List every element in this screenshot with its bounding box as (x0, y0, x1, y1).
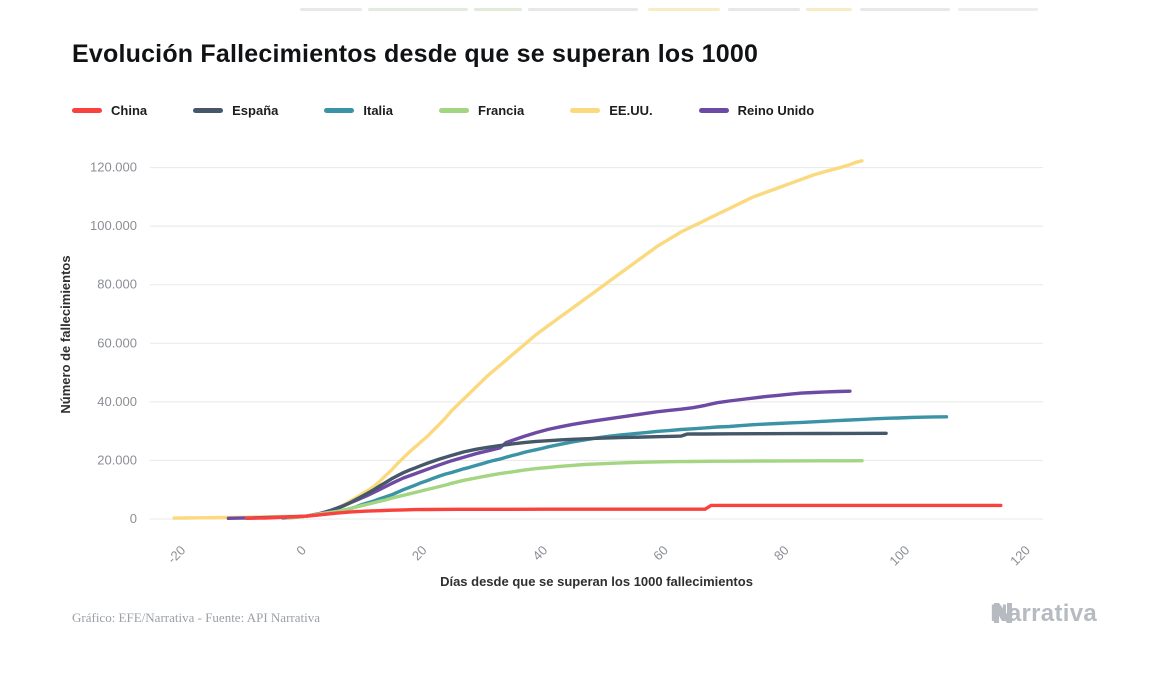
y-axis-title: Número de fallecimientos (58, 255, 73, 413)
legend-item-italia[interactable]: Italia (324, 103, 393, 118)
x-tick-label: 0 (293, 543, 309, 559)
legend-label: Reino Unido (737, 103, 815, 118)
x-tick-label: 80 (771, 543, 792, 564)
y-tick-label: 0 (130, 511, 137, 526)
legend-swatch-espana (193, 108, 224, 113)
y-tick-label: 80.000 (97, 277, 137, 292)
chart-legend: China España Italia Francia EE.UU. Reino… (72, 103, 814, 118)
series-line-china[interactable] (244, 503, 1003, 520)
legend-label: España (232, 103, 279, 118)
x-tick-label: 120 (1007, 543, 1033, 569)
narrativa-n-icon (994, 603, 1013, 623)
x-axis-title: Días desde que se superan los 1000 falle… (440, 574, 753, 589)
footer-credit: Gráfico: EFE/Narrativa - Fuente: API Nar… (72, 610, 320, 625)
y-tick-label: 40.000 (97, 394, 137, 409)
legend-item-eeuu[interactable]: EE.UU. (570, 103, 653, 118)
x-tick-label: 20 (409, 543, 430, 564)
top-strip-segment (648, 8, 720, 11)
series-line-reino-unido[interactable] (226, 389, 852, 520)
y-tick-label: 60.000 (97, 335, 137, 350)
legend-item-reino-unido[interactable]: Reino Unido (698, 103, 815, 118)
brand-logo: Narrativa (990, 600, 1097, 628)
top-strip-segment (860, 8, 950, 11)
x-tick-label: -20 (164, 543, 188, 567)
top-strip-segment (806, 8, 852, 11)
page-title: Evolución Fallecimientos desde que se su… (72, 40, 759, 68)
y-tick-label: 120.000 (90, 160, 137, 175)
series-line-ee-uu-[interactable] (172, 159, 864, 520)
x-tick-label: 40 (530, 543, 551, 564)
y-tick-label: 100.000 (90, 218, 137, 233)
legend-item-francia[interactable]: Francia (439, 103, 524, 118)
legend-label: Italia (363, 103, 393, 118)
x-tick-label: 100 (886, 543, 912, 569)
legend-label: China (111, 103, 148, 118)
legend-swatch-eeuu (570, 108, 601, 113)
legend-swatch-reino-unido (698, 108, 729, 113)
top-strip-segment (474, 8, 522, 11)
top-strip-segment (528, 8, 638, 11)
series-line-espa-a[interactable] (287, 431, 888, 520)
y-tick-label: 20.000 (97, 452, 137, 467)
legend-swatch-china (72, 108, 102, 113)
legend-label: EE.UU. (609, 103, 653, 118)
legend-label: Francia (478, 103, 525, 118)
top-strip-segment (958, 8, 1038, 11)
legend-item-espana[interactable]: España (193, 103, 278, 118)
top-strip-segment (300, 8, 362, 11)
legend-swatch-francia (439, 108, 469, 113)
x-tick-label: 60 (650, 543, 671, 564)
top-strip-segment (368, 8, 468, 11)
legend-item-china[interactable]: China (72, 103, 147, 118)
top-strip-segment (728, 8, 800, 11)
series-line-francia[interactable] (287, 459, 864, 520)
legend-swatch-italia (324, 108, 355, 113)
